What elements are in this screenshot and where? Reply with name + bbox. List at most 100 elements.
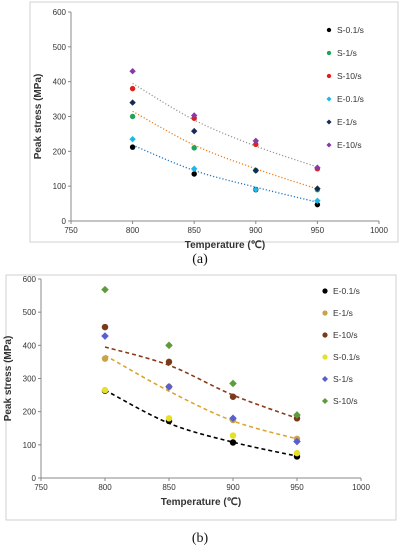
legend-marker [321, 397, 329, 405]
data-point [101, 285, 109, 294]
series-p0-3 [129, 135, 321, 204]
data-point [129, 85, 136, 92]
legend-marker [326, 27, 332, 33]
y-tick-label: 500 [23, 308, 37, 317]
data-point [191, 165, 198, 172]
legend-label: E-0.1/s [333, 286, 360, 296]
data-point [191, 171, 197, 177]
y-tick-label: 400 [23, 341, 37, 350]
data-point [229, 432, 237, 439]
data-point [191, 127, 198, 135]
x-tick-label: 750 [34, 483, 48, 492]
data-point [229, 393, 237, 400]
y-tick-label: 0 [62, 217, 67, 226]
chart-panel-a: 750 800 850 900 950 1000 0 100 200 300 400 500 600 Te… [29, 1, 399, 251]
legend-marker [322, 332, 328, 338]
y-tick-label: 0 [32, 474, 37, 483]
x-tick-label: 1000 [370, 226, 388, 235]
data-point [252, 186, 259, 193]
data-point [293, 437, 301, 446]
x-tick-label: 950 [290, 483, 304, 492]
data-point [229, 414, 237, 423]
trendline-p0-1 [132, 110, 318, 190]
legend-marker [322, 354, 328, 360]
x-tick-label: 900 [226, 483, 240, 492]
series-p1-4 [101, 332, 301, 446]
legend-label: S-10/s [333, 396, 358, 406]
trendline-p0-0 [132, 144, 318, 203]
y-tick-label: 100 [23, 441, 37, 450]
legend-label: S-1/s [333, 374, 353, 384]
data-point [165, 382, 173, 391]
x-axis-label: Temperature (℃) [161, 497, 242, 508]
trendline-p1-2 [104, 346, 298, 420]
data-point [293, 411, 301, 419]
series-p1-5 [101, 285, 301, 419]
data-point [129, 99, 136, 106]
data-point [101, 332, 109, 340]
data-point [191, 112, 198, 119]
x-tick-label: 950 [311, 226, 325, 235]
y-tick-label: 500 [53, 43, 67, 52]
data-point [293, 449, 301, 457]
legend-label: E-10/s [337, 140, 362, 150]
panel-label-b: (b) [192, 531, 209, 546]
data-point [165, 358, 173, 366]
data-point [229, 439, 237, 446]
y-tick-label: 200 [53, 147, 67, 156]
legend-marker [326, 119, 332, 125]
data-point [229, 379, 237, 388]
y-tick-label: 200 [23, 408, 37, 417]
data-point [165, 341, 173, 350]
data-point [101, 323, 109, 331]
data-point [314, 201, 321, 208]
x-axis-label: Temperature (℃) [185, 240, 266, 251]
chart-frame-a [29, 1, 399, 243]
chart-frame-b [5, 274, 397, 521]
data-point [252, 137, 259, 145]
legend-marker [322, 288, 328, 294]
x-tick-label: 850 [162, 483, 176, 492]
legend-label: S-10/s [337, 71, 362, 81]
y-axis-label: Peak stress (MPa) [3, 336, 14, 422]
legend-label: S-0.1/s [337, 25, 364, 35]
x-tick-label: 750 [64, 226, 78, 235]
data-point [165, 415, 173, 422]
data-point [101, 386, 109, 394]
legend-label: E-10/s [333, 330, 358, 340]
data-point [101, 355, 109, 362]
legend-marker [326, 96, 332, 102]
trendline-p1-0 [104, 389, 298, 457]
legend-marker [326, 142, 332, 148]
data-point [191, 145, 197, 151]
x-tick-label: 1000 [352, 483, 370, 492]
series-p0-4 [129, 99, 321, 192]
legend-marker [322, 310, 328, 316]
y-tick-label: 600 [53, 8, 67, 17]
data-point [253, 141, 259, 148]
y-tick-label: 300 [23, 375, 37, 384]
y-axis-label: Peak stress (MPa) [33, 74, 44, 160]
chart-panel-b: 750 800 850 900 950 1000 0 100 200 300 400 500 600 Te… [3, 274, 397, 521]
legend-label: E-0.1/s [337, 94, 364, 104]
data-point [129, 144, 136, 150]
series-p0-5 [129, 68, 321, 171]
data-point [129, 113, 136, 120]
data-point [314, 197, 321, 204]
data-point [129, 135, 136, 143]
y-tick-label: 100 [53, 182, 67, 191]
x-tick-label: 850 [188, 226, 202, 235]
y-tick-label: 400 [53, 78, 67, 87]
data-point [252, 167, 259, 174]
x-tick-label: 800 [98, 483, 112, 492]
legend-label: S-1/s [337, 48, 357, 58]
y-tick-label: 600 [23, 275, 37, 284]
data-point [314, 185, 321, 192]
x-tick-label: 900 [249, 226, 263, 235]
legend-label: E-1/s [333, 308, 353, 318]
panel-label-a: (a) [192, 252, 208, 267]
y-tick-label: 300 [53, 113, 67, 122]
data-point [129, 68, 136, 75]
series-p1-3 [101, 386, 301, 457]
